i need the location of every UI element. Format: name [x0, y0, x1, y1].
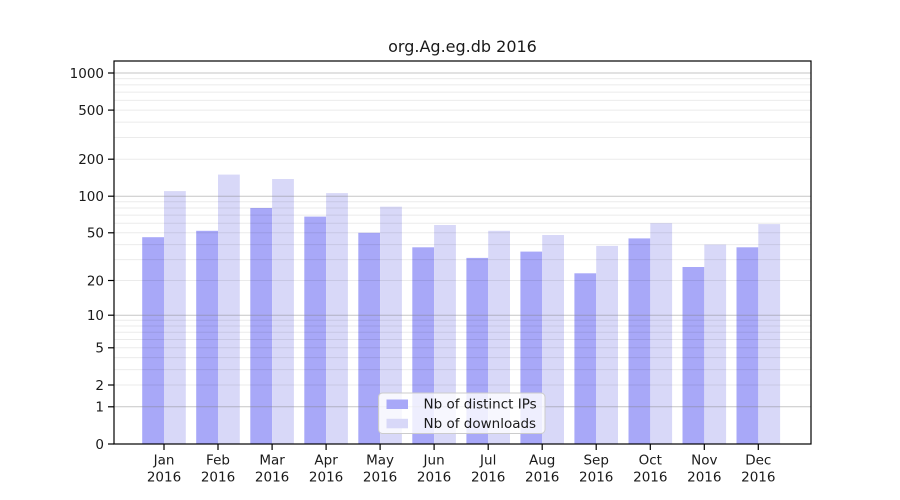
y-tick-label-20: 20	[87, 273, 104, 289]
bar-ips-apr	[304, 216, 327, 444]
legend-box	[378, 392, 546, 434]
bar-downloads-may	[380, 206, 402, 444]
y-tick-label-1: 1	[95, 400, 104, 416]
bar-ips-dec	[736, 247, 759, 444]
bar-downloads-mar	[272, 179, 294, 444]
bar-downloads-aug	[542, 235, 564, 444]
bar-downloads-dec	[758, 224, 781, 444]
bar-ips-jan	[142, 237, 164, 444]
legend-swatch-downloads	[386, 418, 408, 429]
bar-ips-nov	[682, 267, 705, 444]
bar-ips-may	[358, 232, 381, 444]
legend-label-downloads: Nb of downloads	[424, 416, 537, 432]
y-tick-label-200: 200	[78, 152, 104, 168]
x-tick-label-nov: Nov 2016	[687, 453, 721, 486]
bar-downloads-jun	[434, 225, 456, 444]
x-tick-label-oct: Oct 2016	[633, 453, 667, 486]
bar-ips-mar	[250, 208, 273, 444]
x-tick-label-jun: Jun 2016	[417, 453, 451, 486]
bar-downloads-apr	[326, 193, 348, 444]
bar-ips-oct	[628, 238, 651, 444]
x-tick-label-feb: Feb 2016	[201, 453, 235, 486]
x-tick-label-sep: Sep 2016	[579, 453, 613, 486]
bar-ips-feb	[196, 230, 218, 444]
x-tick-label-jan: Jan 2016	[147, 453, 181, 486]
y-tick-label-5: 5	[95, 341, 104, 357]
y-tick-label-500: 500	[78, 103, 104, 119]
x-tick-label-may: May 2016	[363, 453, 397, 486]
y-tick-label-10: 10	[87, 308, 104, 324]
x-tick-label-jul: Jul 2016	[471, 453, 505, 486]
bar-downloads-jan	[164, 191, 186, 444]
x-tick-label-mar: Mar 2016	[255, 453, 289, 486]
x-tick-label-dec: Dec 2016	[741, 453, 775, 486]
y-tick-label-1000: 1000	[70, 66, 104, 82]
y-tick-label-0: 0	[95, 437, 104, 453]
bar-downloads-nov	[704, 244, 727, 444]
y-tick-label-50: 50	[87, 226, 104, 242]
legend: Nb of distinct IPs Nb of downloads	[378, 392, 546, 434]
bar-downloads-jul	[488, 230, 510, 444]
bar-downloads-feb	[218, 174, 240, 444]
bar-downloads-oct	[650, 223, 673, 444]
x-tick-label-aug: Aug 2016	[525, 453, 559, 486]
y-tick-label-2: 2	[95, 378, 104, 394]
bar-ips-sep	[574, 273, 597, 444]
legend-swatch-ips	[386, 399, 408, 409]
plot-border	[113, 60, 812, 445]
x-axis: Jan 2016 Feb 2016 Mar 2016 Apr 2016 May 2016 Jun 20…	[147, 444, 775, 486]
grid-layer	[114, 72, 811, 408]
legend-label-ips: Nb of distinct IPs	[424, 397, 537, 413]
y-tick-label-100: 100	[78, 189, 104, 205]
bar-downloads-sep	[596, 245, 618, 444]
x-tick-label-apr: Apr 2016	[309, 453, 343, 486]
chart-title: org.Ag.eg.db 2016	[388, 37, 537, 56]
